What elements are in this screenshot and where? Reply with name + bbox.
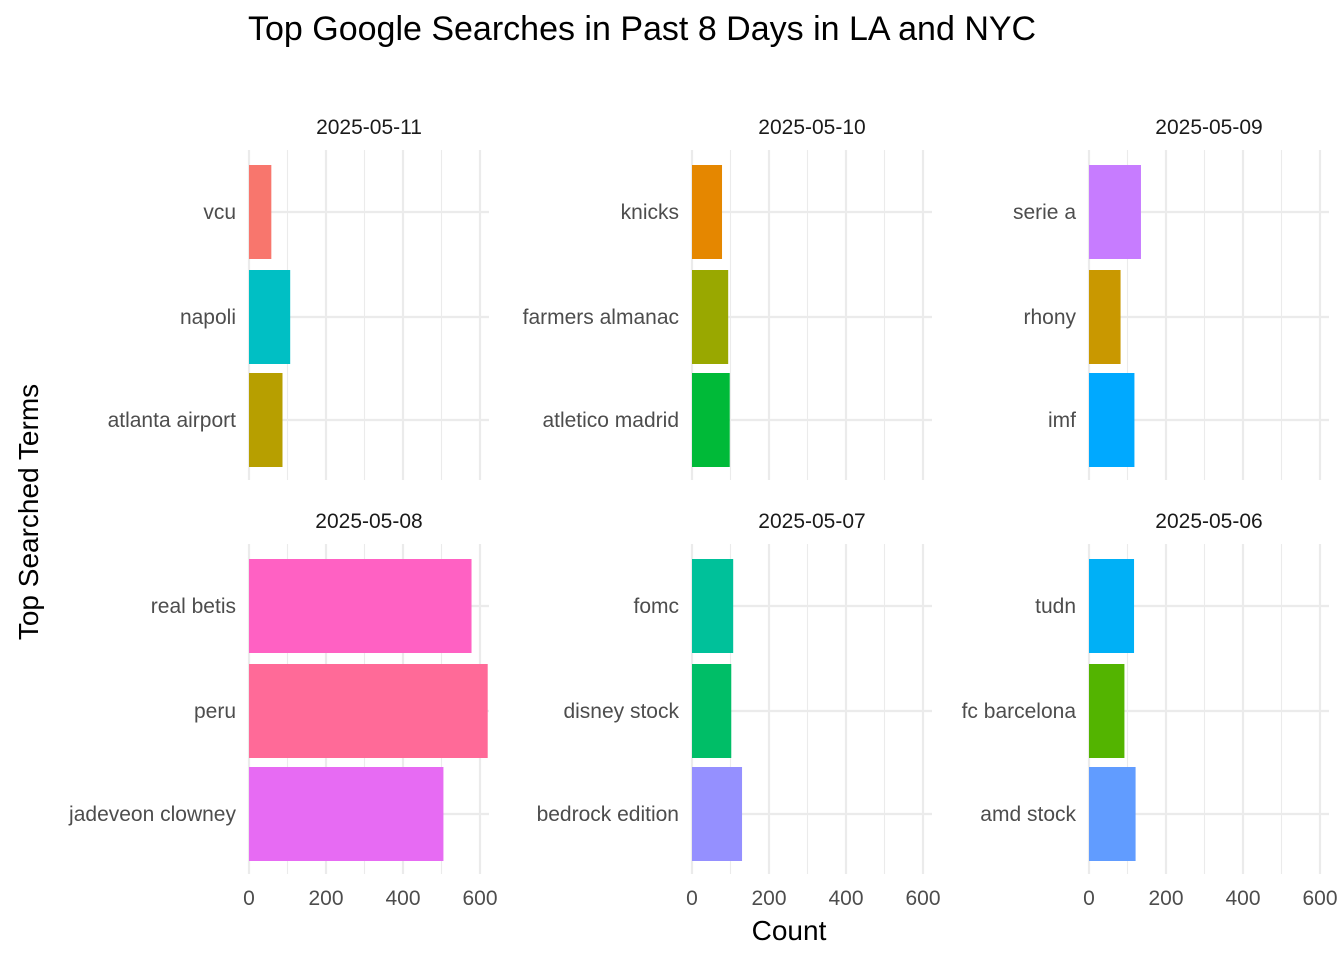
category-label: jadeveon clowney — [68, 803, 236, 826]
facet-panel: 2025-05-08 real betis peru jadeveon clowney… — [68, 510, 497, 910]
x-tick-label: 400 — [1225, 887, 1260, 910]
category-label: peru — [194, 700, 236, 723]
x-tick-label: 600 — [1302, 887, 1337, 910]
x-tick-label: 200 — [308, 887, 343, 910]
facet-strip-label: 2025-05-06 — [1155, 510, 1262, 533]
facet-strip-label: 2025-05-10 — [758, 116, 865, 139]
bar — [249, 373, 283, 467]
bar — [1089, 767, 1136, 861]
x-tick-label: 600 — [462, 887, 497, 910]
x-tick-label: 200 — [1148, 887, 1183, 910]
bar — [249, 270, 291, 364]
category-label: serie a — [1013, 201, 1076, 224]
x-tick-label: 200 — [751, 887, 786, 910]
bar — [692, 664, 732, 758]
x-tick-label: 600 — [905, 887, 940, 910]
category-label: napoli — [180, 306, 236, 329]
category-label: imf — [1048, 409, 1076, 432]
facet-strip-label: 2025-05-09 — [1155, 116, 1262, 139]
category-label: disney stock — [563, 700, 679, 723]
category-label: knicks — [621, 201, 679, 224]
chart-title: Top Google Searches in Past 8 Days in LA… — [248, 10, 1036, 48]
bar — [1089, 165, 1141, 259]
category-label: amd stock — [980, 803, 1076, 826]
bar — [249, 664, 488, 758]
x-axis-title: Count — [752, 915, 827, 946]
category-label: atlanta airport — [108, 409, 237, 432]
category-label: tudn — [1035, 595, 1076, 618]
bar — [249, 165, 272, 259]
category-label: farmers almanac — [523, 306, 679, 329]
bar — [692, 165, 723, 259]
facet-strip-label: 2025-05-11 — [316, 116, 422, 139]
bar — [692, 559, 734, 653]
x-tick-label: 400 — [828, 887, 863, 910]
category-label: bedrock edition — [537, 803, 679, 826]
facet-panel: 2025-05-06 tudn fc barcelona amd stock 0 200 4… — [962, 510, 1338, 910]
bar — [1089, 664, 1125, 758]
category-label: fc barcelona — [962, 700, 1077, 723]
bar — [692, 767, 743, 861]
facet-panel: 2025-05-10 knicks farmers almanac atletico … — [523, 116, 932, 480]
bar — [1089, 373, 1135, 467]
facet-panel: 2025-05-07 fomc disney stock bedrock editio… — [537, 510, 941, 910]
category-label: vcu — [203, 201, 236, 224]
y-axis-title: Top Searched Terms — [13, 384, 44, 640]
category-label: fomc — [633, 595, 679, 618]
x-tick-label: 0 — [1083, 887, 1095, 910]
x-tick-label: 0 — [243, 887, 255, 910]
bar — [692, 270, 729, 364]
category-label: atletico madrid — [542, 409, 679, 432]
bar — [249, 559, 472, 653]
category-label: rhony — [1023, 306, 1076, 329]
facet-panel: 2025-05-11 vcu napoli atlanta airport — [108, 116, 489, 480]
x-tick-label: 400 — [385, 887, 420, 910]
facet-strip-label: 2025-05-07 — [758, 510, 865, 533]
bar — [692, 373, 730, 467]
facet-panel: 2025-05-09 serie a rhony imf — [1013, 116, 1329, 480]
x-tick-label: 0 — [686, 887, 698, 910]
facet-strip-label: 2025-05-08 — [315, 510, 422, 533]
bar — [1089, 270, 1121, 364]
bar — [1089, 559, 1135, 653]
category-label: real betis — [151, 595, 236, 618]
bar — [249, 767, 444, 861]
